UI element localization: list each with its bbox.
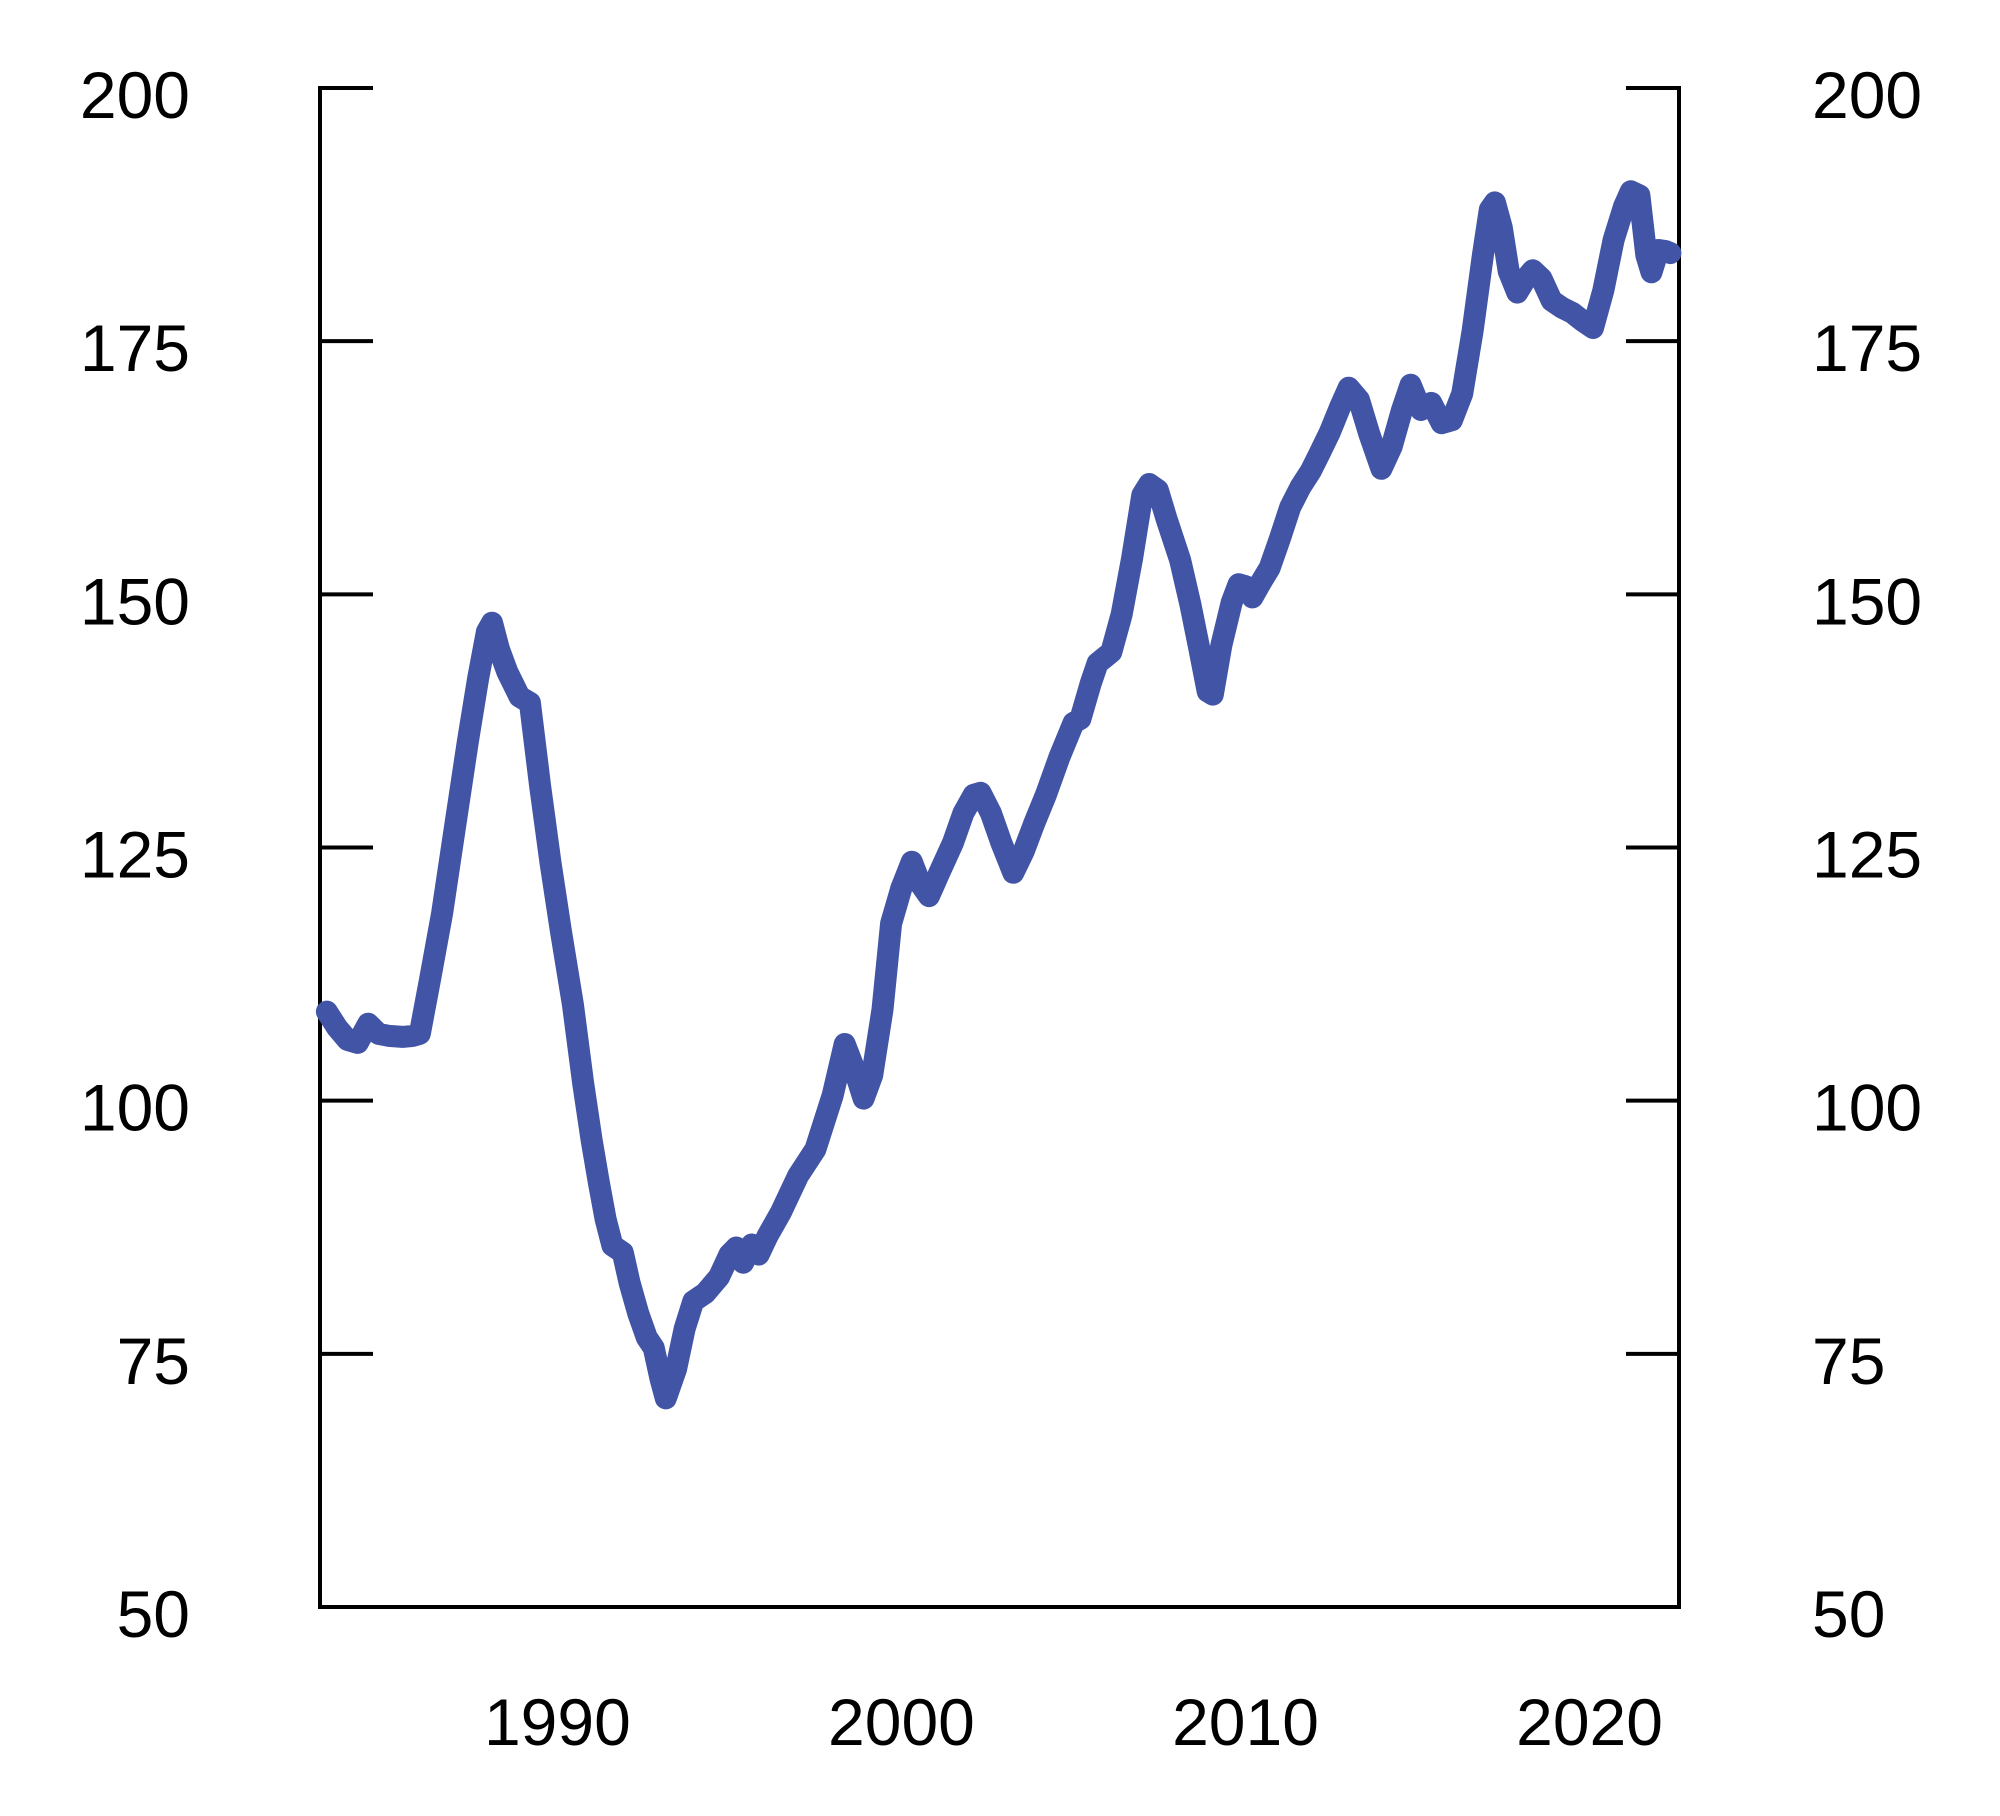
y-axis-left-tick-label: 100 [80,1071,190,1145]
y-axis-right-tick-label: 125 [1812,818,1922,892]
x-axis-labels: 1990 2000 2010 2020 [484,1685,1663,1759]
y-axis-left-tick-label: 175 [80,311,190,385]
y-axis-right-tick-label: 150 [1812,564,1922,638]
x-axis-tick-label: 1990 [484,1685,631,1759]
y-axis-right-tick-label: 50 [1812,1577,1885,1651]
tick-marks [320,86,1679,1356]
y-axis-left-tick-label: 125 [80,818,190,892]
y-axis-left-labels: 200 175 150 125 100 75 50 [80,58,190,1651]
data-series [315,180,1682,1410]
y-axis-right-tick-label: 200 [1812,58,1922,132]
y-axis-left-tick-label: 50 [117,1577,190,1651]
x-axis-tick-label: 2000 [828,1685,975,1759]
y-axis-left-tick-label: 75 [117,1324,190,1398]
real-house-price-index-line [315,180,1682,1410]
y-axis-right-labels: 200 175 150 125 100 75 50 [1812,58,1922,1651]
y-axis-left-tick-label: 150 [80,564,190,638]
x-axis-tick-label: 2010 [1172,1685,1319,1759]
y-axis-right-tick-label: 75 [1812,1324,1885,1398]
y-axis-right-tick-label: 175 [1812,311,1922,385]
x-axis-tick-label: 2020 [1516,1685,1663,1759]
y-axis-right-tick-label: 100 [1812,1071,1922,1145]
y-axis-left-tick-label: 200 [80,58,190,132]
